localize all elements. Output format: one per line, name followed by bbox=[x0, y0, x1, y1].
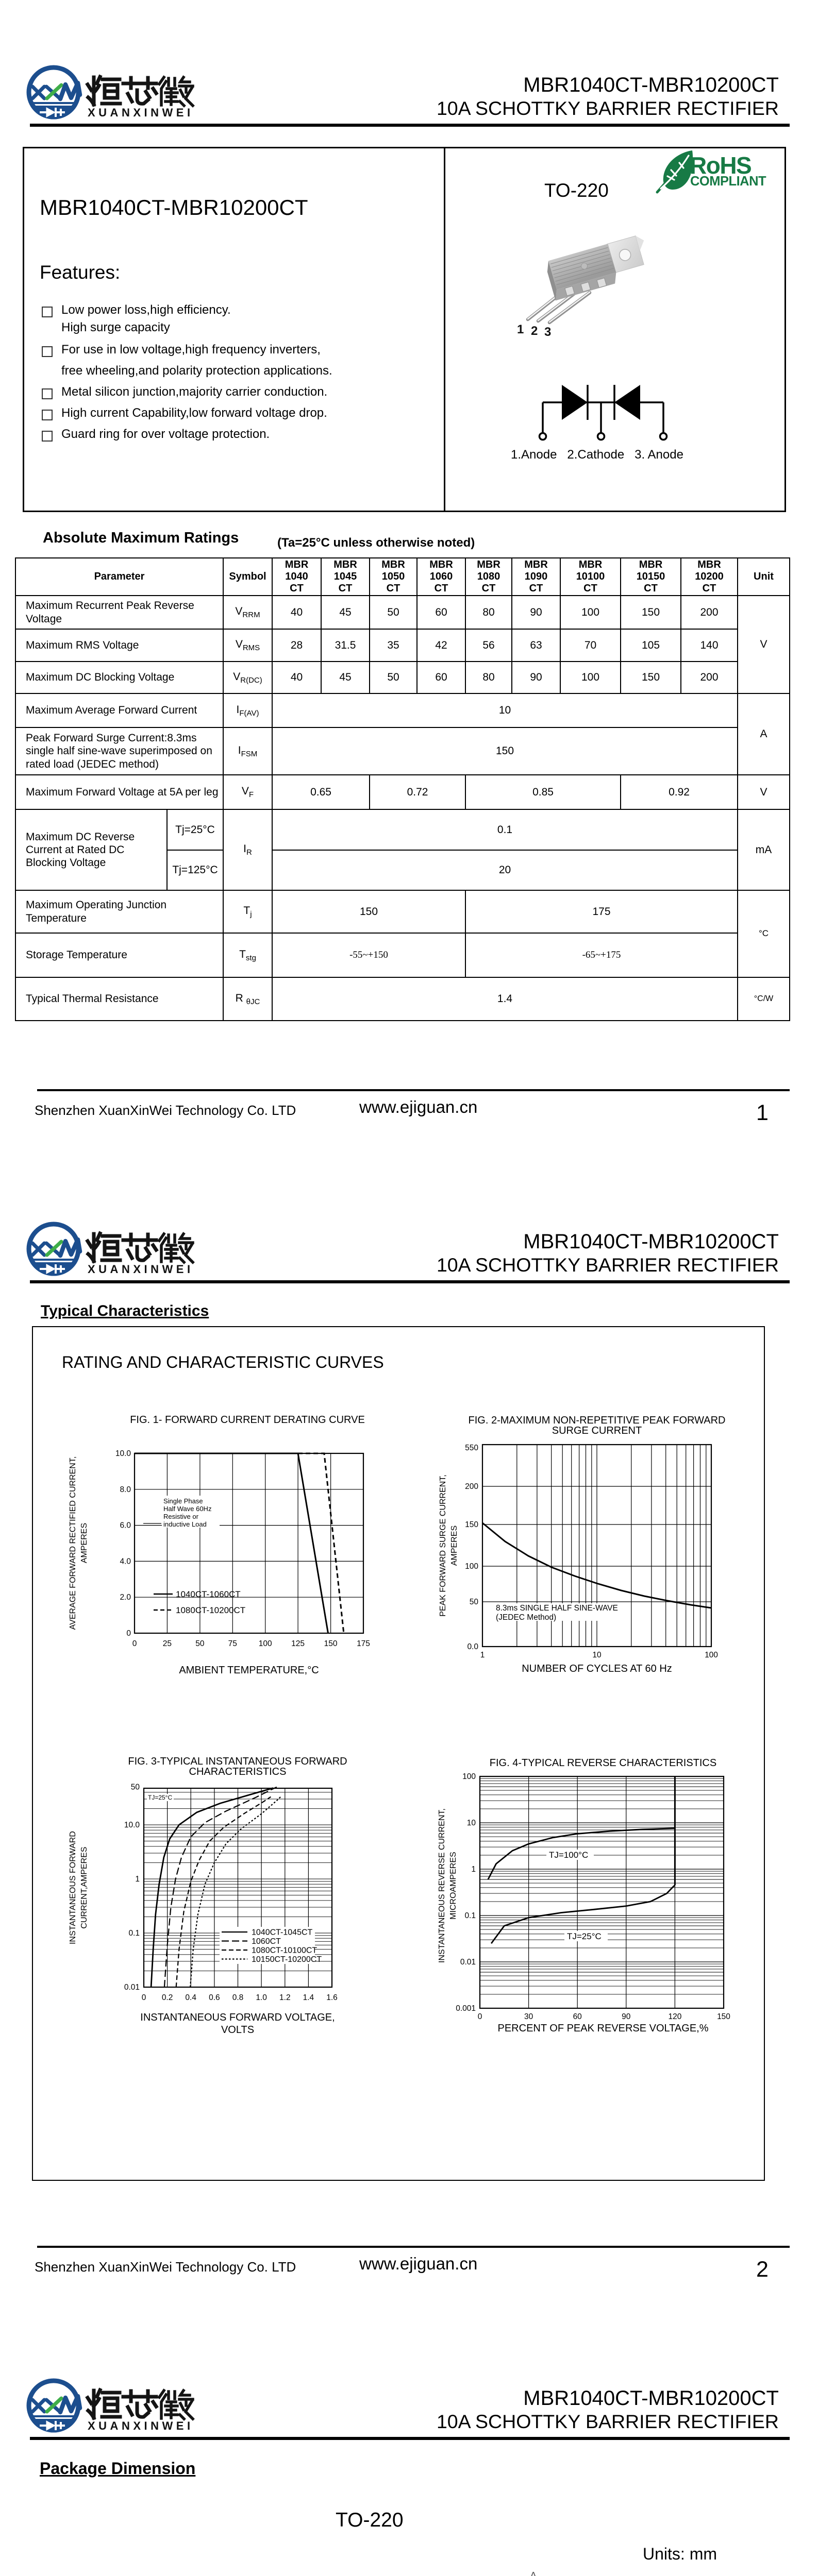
svg-text:90: 90 bbox=[622, 2012, 631, 2021]
svg-text:30: 30 bbox=[524, 2012, 533, 2021]
svg-text:2: 2 bbox=[531, 324, 538, 338]
svg-text:10.0: 10.0 bbox=[124, 1821, 140, 1829]
svg-text:Single Phase: Single Phase bbox=[163, 1497, 203, 1505]
svg-text:SURGE CURRENT: SURGE CURRENT bbox=[552, 1425, 642, 1436]
svg-text:1.0: 1.0 bbox=[256, 1993, 267, 2002]
svg-text:A: A bbox=[530, 2571, 537, 2576]
svg-text:1040CT-1045CT: 1040CT-1045CT bbox=[252, 1928, 313, 1937]
svg-text:150: 150 bbox=[465, 1520, 478, 1529]
svg-text:10: 10 bbox=[467, 1819, 476, 1827]
svg-text:0.4: 0.4 bbox=[185, 1993, 196, 2002]
svg-text:8.0: 8.0 bbox=[120, 1485, 131, 1494]
svg-text:2.0: 2.0 bbox=[120, 1593, 131, 1602]
svg-text:1: 1 bbox=[135, 1875, 140, 1884]
svg-text:TJ=25°C: TJ=25°C bbox=[148, 1794, 172, 1801]
svg-text:AMBIENT TEMPERATURE,°C: AMBIENT TEMPERATURE,°C bbox=[179, 1665, 319, 1676]
svg-text:inductive Load: inductive Load bbox=[163, 1520, 207, 1528]
svg-text:125: 125 bbox=[291, 1639, 305, 1648]
svg-text:100: 100 bbox=[462, 1772, 476, 1781]
svg-text:25: 25 bbox=[163, 1639, 172, 1648]
svg-text:0.6: 0.6 bbox=[209, 1993, 220, 2002]
svg-text:1.6: 1.6 bbox=[326, 1993, 338, 2002]
svg-text:AMPERES: AMPERES bbox=[450, 1526, 459, 1566]
svg-text:10: 10 bbox=[592, 1651, 602, 1659]
svg-text:50: 50 bbox=[131, 1783, 140, 1792]
svg-text:120: 120 bbox=[668, 2012, 681, 2021]
svg-text:0.01: 0.01 bbox=[124, 1983, 140, 1992]
svg-text:200: 200 bbox=[465, 1482, 478, 1491]
svg-text:AVERAGE FORWARD RECTIFIED CURR: AVERAGE FORWARD RECTIFIED CURRENT, bbox=[69, 1456, 77, 1630]
svg-text:100: 100 bbox=[465, 1562, 478, 1571]
svg-text:175: 175 bbox=[357, 1639, 370, 1648]
svg-text:10.0: 10.0 bbox=[115, 1449, 131, 1458]
svg-text:(JEDEC Method): (JEDEC Method) bbox=[496, 1613, 556, 1622]
svg-text:INSTANTANEOUS REVERSE CURRENT,: INSTANTANEOUS REVERSE CURRENT, bbox=[438, 1808, 446, 1963]
svg-text:Resistive or: Resistive or bbox=[163, 1513, 199, 1520]
svg-text:FIG. 2-MAXIMUM NON-REPETITIVE: FIG. 2-MAXIMUM NON-REPETITIVE PEAK FORWA… bbox=[469, 1415, 726, 1426]
svg-text:VOLTS: VOLTS bbox=[221, 2024, 254, 2036]
svg-text:0: 0 bbox=[126, 1629, 131, 1638]
svg-text:100: 100 bbox=[259, 1639, 272, 1648]
svg-text:1.2: 1.2 bbox=[279, 1993, 291, 2002]
svg-text:100: 100 bbox=[705, 1651, 718, 1659]
svg-text:0.1: 0.1 bbox=[128, 1929, 140, 1938]
svg-text:60: 60 bbox=[573, 2012, 582, 2021]
svg-text:6.0: 6.0 bbox=[120, 1521, 131, 1530]
svg-text:0.01: 0.01 bbox=[460, 1958, 476, 1967]
svg-text:PEAK FORWARD SURGE CURRENT,: PEAK FORWARD SURGE CURRENT, bbox=[439, 1475, 447, 1617]
svg-text:RoHS: RoHS bbox=[690, 152, 751, 179]
svg-text:FIG. 4-TYPICAL REVERSE CHARACT: FIG. 4-TYPICAL REVERSE CHARACTERISTICS bbox=[490, 1757, 716, 1769]
svg-text:0: 0 bbox=[142, 1993, 146, 2002]
svg-text:1.4: 1.4 bbox=[303, 1993, 314, 2002]
svg-text:1: 1 bbox=[471, 1865, 476, 1874]
svg-text:XUANXINWEI: XUANXINWEI bbox=[88, 106, 194, 119]
svg-text:1080CT-10100CT: 1080CT-10100CT bbox=[252, 1946, 317, 1955]
svg-text:1060CT: 1060CT bbox=[252, 1937, 281, 1946]
svg-text:1080CT-10200CT: 1080CT-10200CT bbox=[176, 1605, 245, 1615]
svg-text:INSTANTANEOUS FORWARD: INSTANTANEOUS FORWARD bbox=[69, 1831, 77, 1944]
svg-text:150: 150 bbox=[717, 2012, 730, 2021]
svg-text:AMPERES: AMPERES bbox=[80, 1523, 89, 1563]
svg-text:1040CT-1060CT: 1040CT-1060CT bbox=[176, 1589, 241, 1599]
svg-text:CHARACTERISTICS: CHARACTERISTICS bbox=[189, 1766, 287, 1777]
svg-text:3: 3 bbox=[544, 325, 551, 339]
svg-text:50: 50 bbox=[470, 1598, 479, 1606]
svg-text:150: 150 bbox=[324, 1639, 338, 1648]
svg-text:1: 1 bbox=[480, 1651, 485, 1659]
svg-text:XUANXINWEI: XUANXINWEI bbox=[88, 1263, 194, 1276]
svg-text:MICROAMPERES: MICROAMPERES bbox=[449, 1852, 458, 1920]
svg-text:CURRENT,AMPERES: CURRENT,AMPERES bbox=[80, 1846, 89, 1928]
svg-text:PERCENT OF PEAK REVERSE VOLTAG: PERCENT OF PEAK REVERSE VOLTAGE,% bbox=[498, 2023, 709, 2034]
svg-text:TJ=100°C: TJ=100°C bbox=[549, 1850, 588, 1860]
svg-text:0.001: 0.001 bbox=[456, 2004, 476, 2013]
svg-text:0: 0 bbox=[478, 2012, 482, 2021]
svg-text:550: 550 bbox=[465, 1444, 478, 1452]
svg-text:0.8: 0.8 bbox=[232, 1993, 244, 2002]
svg-text:0.2: 0.2 bbox=[162, 1993, 173, 2002]
svg-text:COMPLIANT: COMPLIANT bbox=[690, 174, 766, 189]
svg-text:10150CT-10200CT: 10150CT-10200CT bbox=[252, 1955, 322, 1964]
svg-text:0.1: 0.1 bbox=[464, 1911, 476, 1920]
svg-text:4.0: 4.0 bbox=[120, 1557, 131, 1566]
svg-text:INSTANTANEOUS FORWARD VOLTAGE,: INSTANTANEOUS FORWARD VOLTAGE, bbox=[140, 2012, 335, 2023]
svg-text:1: 1 bbox=[517, 323, 524, 336]
svg-text:FIG. 1- FORWARD CURRENT DERATI: FIG. 1- FORWARD CURRENT DERATING CURVE bbox=[130, 1414, 365, 1426]
svg-text:NUMBER OF CYCLES AT 60 Hz: NUMBER OF CYCLES AT 60 Hz bbox=[522, 1663, 672, 1674]
svg-text:75: 75 bbox=[228, 1639, 237, 1648]
svg-text:0.0: 0.0 bbox=[467, 1642, 478, 1651]
svg-text:XUANXINWEI: XUANXINWEI bbox=[88, 2419, 194, 2432]
svg-text:50: 50 bbox=[195, 1639, 205, 1648]
svg-text:8.3ms SINGLE HALF SINE-WAVE: 8.3ms SINGLE HALF SINE-WAVE bbox=[496, 1604, 618, 1613]
svg-text:TJ=25°C: TJ=25°C bbox=[567, 1931, 602, 1941]
svg-text:FIG. 3-TYPICAL INSTANTANEOUS F: FIG. 3-TYPICAL INSTANTANEOUS FORWARD bbox=[128, 1756, 347, 1767]
svg-text:Half Wave 60Hz: Half Wave 60Hz bbox=[163, 1505, 211, 1513]
svg-text:0: 0 bbox=[132, 1639, 137, 1648]
